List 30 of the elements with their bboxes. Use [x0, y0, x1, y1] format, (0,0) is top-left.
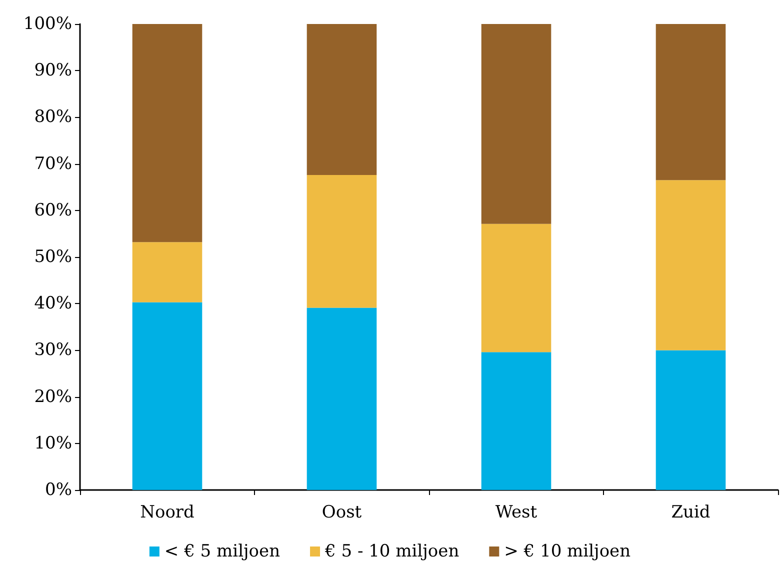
bar: [306, 24, 377, 175]
x-tick-label: Zuid: [671, 502, 710, 522]
bar: [132, 24, 202, 242]
bar: [481, 224, 552, 352]
y-tick-label: 20%: [34, 386, 72, 407]
y-tick-label: 70%: [34, 154, 72, 174]
y-tick-label: 80%: [34, 107, 72, 128]
y-tick-label: 60%: [34, 200, 72, 220]
legend-label: < € 5 miljoen: [164, 542, 280, 562]
bar: [132, 302, 202, 490]
legend-label: € 5 - 10 miljoen: [324, 542, 460, 562]
y-tick-label: 10%: [34, 433, 72, 454]
bar: [132, 242, 202, 302]
legend-label: > € 10 miljoen: [504, 542, 631, 562]
y-tick-label: 30%: [34, 340, 72, 360]
bar: [656, 350, 726, 490]
x-tick-label: Noord: [140, 502, 195, 522]
bar: [481, 24, 552, 224]
y-tick-label: 100%: [23, 14, 72, 34]
bar: [306, 174, 377, 308]
bar: [656, 24, 726, 180]
bar: [481, 352, 552, 490]
bar: [306, 308, 377, 490]
y-tick-label: 90%: [34, 60, 72, 81]
y-tick-label: 40%: [34, 294, 72, 314]
bar: [656, 180, 726, 350]
x-tick-label: West: [495, 502, 538, 522]
x-tick-label: Oost: [322, 502, 362, 522]
y-tick-label: 50%: [34, 247, 72, 267]
y-tick-label: 0%: [45, 480, 72, 500]
